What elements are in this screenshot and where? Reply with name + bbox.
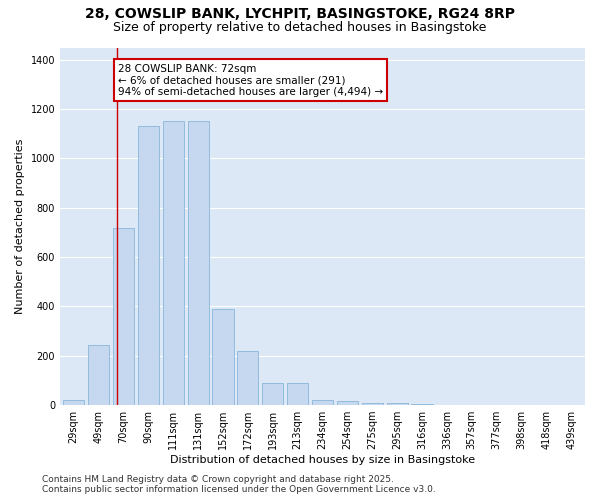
Text: 28, COWSLIP BANK, LYCHPIT, BASINGSTOKE, RG24 8RP: 28, COWSLIP BANK, LYCHPIT, BASINGSTOKE, … bbox=[85, 8, 515, 22]
Text: 28 COWSLIP BANK: 72sqm
← 6% of detached houses are smaller (291)
94% of semi-det: 28 COWSLIP BANK: 72sqm ← 6% of detached … bbox=[118, 64, 383, 97]
Bar bbox=[212, 309, 233, 405]
Text: Size of property relative to detached houses in Basingstoke: Size of property relative to detached ho… bbox=[113, 22, 487, 35]
Bar bbox=[337, 402, 358, 405]
Bar bbox=[138, 126, 159, 405]
Bar bbox=[88, 344, 109, 405]
Bar bbox=[412, 404, 433, 405]
Y-axis label: Number of detached properties: Number of detached properties bbox=[15, 138, 25, 314]
Bar bbox=[262, 383, 283, 405]
Bar bbox=[386, 403, 408, 405]
X-axis label: Distribution of detached houses by size in Basingstoke: Distribution of detached houses by size … bbox=[170, 455, 475, 465]
Text: Contains HM Land Registry data © Crown copyright and database right 2025.
Contai: Contains HM Land Registry data © Crown c… bbox=[42, 474, 436, 494]
Bar bbox=[63, 400, 84, 405]
Bar bbox=[312, 400, 333, 405]
Bar bbox=[287, 383, 308, 405]
Bar bbox=[188, 122, 209, 405]
Bar bbox=[238, 351, 259, 405]
Bar bbox=[362, 402, 383, 405]
Bar bbox=[163, 122, 184, 405]
Bar bbox=[113, 228, 134, 405]
